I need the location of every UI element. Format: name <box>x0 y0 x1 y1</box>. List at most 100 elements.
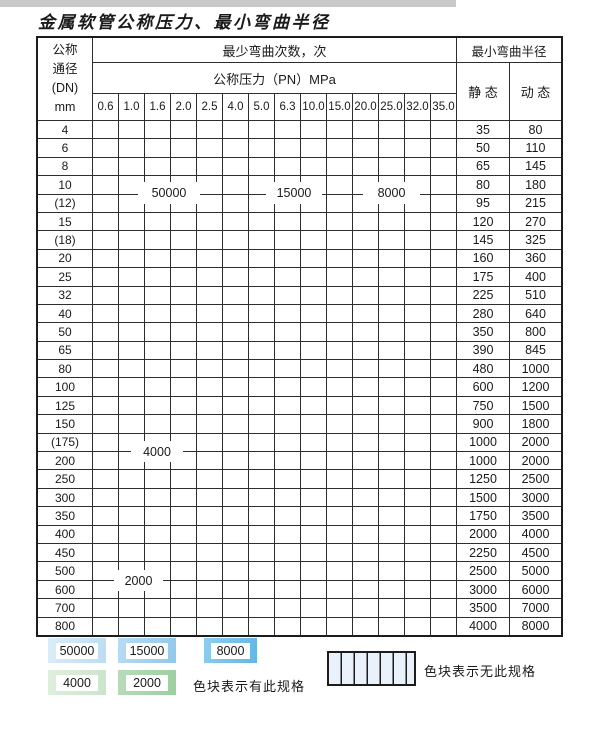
dynamic-radius-cell: 2000 <box>510 452 561 470</box>
no-spec-cell <box>379 525 404 544</box>
no-spec-cell <box>301 396 326 415</box>
spec-cell <box>93 304 118 323</box>
no-spec-cell <box>301 507 326 525</box>
spec-cell <box>249 249 274 268</box>
spec-cell <box>223 470 248 488</box>
no-spec-cell <box>431 212 456 231</box>
no-spec-cell <box>405 212 430 231</box>
dynamic-radius-cell: 180 <box>510 176 561 194</box>
no-spec-cell <box>223 507 248 525</box>
dn-cell: 40 <box>38 304 92 323</box>
no-spec-cell <box>275 378 300 396</box>
dynamic-radius-cell: 1200 <box>510 378 561 396</box>
no-spec-cell <box>275 562 300 580</box>
no-spec-cell <box>379 580 404 599</box>
pressure-tick: 1.6 <box>145 94 170 120</box>
spec-cell <box>223 360 248 378</box>
legend-no-spec-text: 色块表示无此规格 <box>424 664 537 679</box>
dn-cell: 100 <box>38 378 92 396</box>
spec-cell <box>223 396 248 415</box>
static-radius-cell: 2250 <box>457 544 509 562</box>
spec-cell <box>93 341 118 360</box>
no-spec-cell <box>353 396 378 415</box>
spec-cell <box>327 304 352 323</box>
spec-cell <box>353 249 378 268</box>
no-spec-cell <box>405 378 430 396</box>
no-spec-cell <box>301 562 326 580</box>
no-spec-cell <box>353 452 378 470</box>
no-spec-cell <box>301 617 326 635</box>
spec-cell <box>93 121 118 139</box>
dn-cell: 80 <box>38 360 92 378</box>
legend-15000-label: 15000 <box>125 642 169 659</box>
header-min-bending-cycles: 最少弯曲次数，次 <box>93 38 456 62</box>
spec-cell <box>93 452 118 470</box>
no-spec-cell <box>379 470 404 488</box>
spec-cell <box>145 617 170 635</box>
dn-cell: 600 <box>38 580 92 599</box>
spec-cell <box>301 139 326 157</box>
static-radius-cell: 2000 <box>457 525 509 544</box>
legend-4000-label: 4000 <box>55 674 99 691</box>
dynamic-radius-cell: 80 <box>510 121 561 139</box>
no-spec-cell <box>431 194 456 212</box>
dynamic-radius-cell: 270 <box>510 212 561 231</box>
dynamic-radius-cell: 325 <box>510 231 561 249</box>
spec-cell <box>301 341 326 360</box>
no-spec-cell <box>405 396 430 415</box>
no-spec-cell <box>353 323 378 341</box>
dynamic-radius-cell: 3000 <box>510 488 561 507</box>
spec-cell <box>197 268 222 286</box>
no-spec-cell <box>379 360 404 378</box>
spec-cell <box>327 286 352 304</box>
dynamic-radius-cell: 7000 <box>510 599 561 617</box>
dn-cell: 6 <box>38 139 92 157</box>
no-spec-cell <box>431 562 456 580</box>
spec-cell <box>145 286 170 304</box>
no-spec-cell <box>353 507 378 525</box>
spec-cell <box>171 341 196 360</box>
spec-cell <box>145 231 170 249</box>
legend-15000: 15000 <box>118 638 176 663</box>
spec-cell <box>379 231 404 249</box>
no-spec-cell <box>353 562 378 580</box>
spec-cell <box>119 286 144 304</box>
spec-cell <box>249 341 274 360</box>
spec-cell <box>275 360 300 378</box>
static-radius-cell: 3000 <box>457 580 509 599</box>
spec-cell <box>327 139 352 157</box>
no-spec-cell <box>223 617 248 635</box>
spec-cell <box>93 396 118 415</box>
spec-cell <box>93 360 118 378</box>
no-spec-cell <box>223 580 248 599</box>
spec-cell <box>353 157 378 176</box>
spec-cell <box>223 304 248 323</box>
no-spec-cell <box>353 415 378 433</box>
no-spec-cell <box>249 617 274 635</box>
no-spec-cell <box>275 525 300 544</box>
spec-cell <box>223 231 248 249</box>
no-spec-cell <box>405 268 430 286</box>
spec-cell <box>197 286 222 304</box>
no-spec-cell <box>431 323 456 341</box>
spec-cell <box>197 304 222 323</box>
spec-cell <box>171 286 196 304</box>
spec-cell <box>145 488 170 507</box>
spec-cell <box>93 544 118 562</box>
spec-cell <box>93 176 118 194</box>
spec-cell <box>93 157 118 176</box>
spec-cell <box>93 488 118 507</box>
no-spec-cell <box>197 617 222 635</box>
dn-cell: 350 <box>38 507 92 525</box>
spec-cell <box>119 617 144 635</box>
spec-cell <box>93 470 118 488</box>
no-spec-cell <box>249 433 274 452</box>
spec-cell <box>197 323 222 341</box>
spec-cell <box>275 268 300 286</box>
dynamic-radius-cell: 4500 <box>510 544 561 562</box>
pressure-tick: 6.3 <box>275 94 300 120</box>
no-spec-cell <box>405 304 430 323</box>
legend-has-spec-text: 色块表示有此规格 <box>193 679 306 694</box>
no-spec-cell <box>431 360 456 378</box>
no-spec-cell <box>327 525 352 544</box>
